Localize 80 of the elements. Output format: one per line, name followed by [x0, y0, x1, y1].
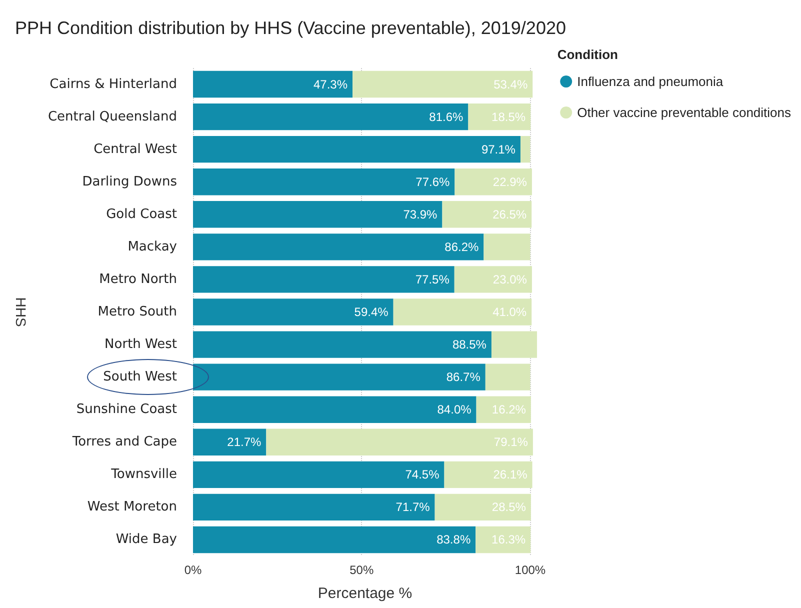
bar — [193, 103, 468, 130]
data-label: 26.1% — [493, 468, 528, 482]
bar — [484, 234, 530, 260]
bar — [442, 201, 532, 228]
data-label: 77.5% — [415, 272, 450, 286]
bar — [193, 168, 455, 196]
y-tick-label: Metro North — [99, 272, 177, 287]
bar — [193, 70, 353, 98]
data-label: 84.0% — [437, 402, 472, 417]
bar — [193, 396, 476, 423]
y-tick-label: Cairns & Hinterland — [50, 76, 177, 92]
data-label: 41.0% — [492, 305, 527, 319]
bar — [454, 266, 532, 293]
y-tick-label: Central West — [94, 142, 177, 157]
bar — [454, 168, 532, 196]
data-label: 23.0% — [492, 272, 528, 286]
bar — [476, 526, 531, 554]
bar — [193, 526, 476, 554]
bar — [193, 428, 266, 456]
data-label: 21.7% — [227, 435, 262, 450]
bar — [193, 461, 444, 488]
data-label: 53.4% — [494, 77, 528, 92]
bar — [520, 136, 530, 163]
bar — [193, 494, 435, 521]
legend-label: Influenza and pneumonia — [577, 74, 724, 89]
bar — [193, 266, 454, 293]
bar — [193, 201, 442, 228]
bar — [193, 234, 484, 260]
y-tick-label: North West — [104, 337, 177, 352]
data-label: 59.4% — [354, 305, 389, 319]
bar — [468, 103, 531, 130]
y-tick-label: Sunshine Coast — [76, 402, 177, 418]
data-label: 22.9% — [492, 174, 528, 189]
data-label: 47.3% — [313, 77, 348, 92]
y-tick-label: Townsville — [110, 467, 177, 482]
bar — [193, 298, 394, 326]
data-label: 77.6% — [416, 174, 450, 189]
data-label: 16.3% — [492, 532, 526, 547]
data-label: 88.5% — [452, 338, 487, 352]
data-label: 86.2% — [444, 240, 480, 254]
x-axis-title: Percentage % — [318, 585, 412, 602]
data-label: 16.2% — [492, 402, 526, 417]
y-tick-label: West Moreton — [87, 500, 177, 515]
y-tick-label: Torres and Cape — [71, 434, 177, 450]
data-label: 81.6% — [429, 110, 464, 124]
bar — [476, 396, 531, 423]
y-tick-label: Darling Downs — [82, 174, 178, 190]
x-tick-label: 100% — [514, 563, 546, 577]
data-label: 26.5% — [492, 207, 527, 222]
x-tick-label: 50% — [350, 563, 374, 577]
legend-title: Condition — [557, 47, 618, 62]
data-label: 79.1% — [494, 435, 528, 450]
data-label: 74.5% — [405, 468, 440, 482]
y-tick-label: Metro South — [98, 304, 177, 320]
bar — [266, 428, 533, 456]
y-tick-label: Mackay — [128, 239, 178, 254]
y-tick-label: Gold Coast — [106, 206, 177, 222]
x-tick-label: 0% — [184, 563, 202, 577]
bar — [193, 364, 486, 390]
y-tick-label: South West — [103, 370, 177, 385]
legend-label: Other vaccine preventable conditions — [577, 105, 792, 120]
bar — [393, 298, 532, 326]
data-label: 71.7% — [396, 500, 430, 514]
bar — [193, 331, 492, 358]
bar — [434, 494, 531, 521]
data-label: 86.7% — [446, 370, 481, 384]
data-label: 97.1% — [481, 142, 516, 156]
bar — [491, 331, 537, 358]
bar — [485, 364, 530, 390]
data-label: 28.5% — [492, 500, 526, 514]
data-label: 18.5% — [492, 110, 526, 124]
data-label: 83.8% — [436, 532, 471, 547]
chart-title: PPH Condition distribution by HHS (Vaccine preventable), 2019/2020 — [15, 18, 566, 38]
bar — [193, 136, 520, 163]
data-label: 73.9% — [403, 207, 438, 222]
y-axis-title: HHS — [13, 297, 29, 327]
bar — [352, 70, 533, 98]
y-tick-label: Wide Bay — [116, 532, 178, 548]
bar — [444, 461, 532, 488]
y-tick-label: Central Queensland — [48, 109, 177, 124]
